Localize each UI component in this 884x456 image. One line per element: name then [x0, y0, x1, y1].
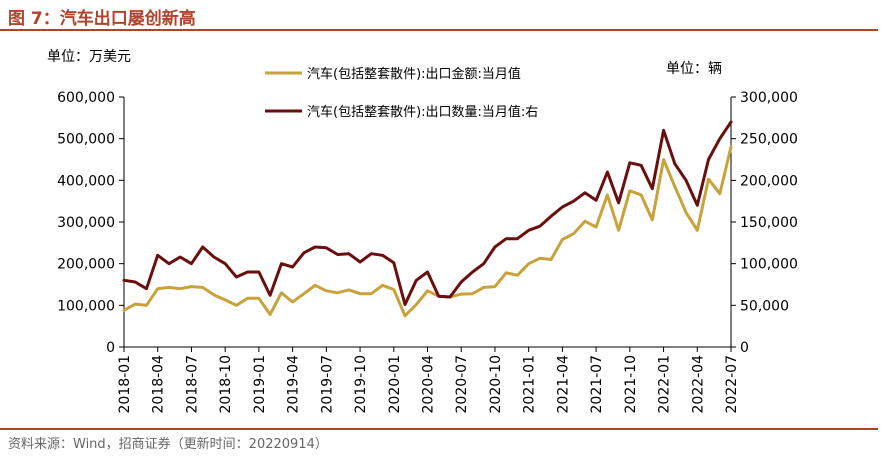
left-axis-tick-label: 500,000 [57, 132, 115, 148]
x-axis-tick-label: 2021-10 [623, 355, 639, 414]
series-line-export-volume [122, 120, 733, 306]
x-axis-tick-label: 2022-07 [724, 355, 740, 414]
x-axis: 2018-01 2018-04 2018-07 2018-10 2019-01 2019-… [117, 346, 740, 414]
left-axis-tick-label: 100,000 [57, 298, 115, 314]
x-axis-tick-label: 2021-04 [555, 355, 571, 414]
source-note: 资料来源：Wind，招商证券（更新时间：20220914） [8, 437, 328, 452]
x-axis-tick-label: 2020-01 [387, 355, 403, 414]
left-axis-tick-label: 200,000 [57, 257, 115, 273]
left-axis: 0 100,000 200,000 300,000 400,000 500,000 600,… [57, 90, 125, 356]
x-axis-tick-label: 2021-01 [522, 355, 538, 414]
x-axis-tick-label: 2022-04 [690, 355, 706, 414]
x-axis-tick-label: 2018-07 [184, 355, 200, 414]
title-rule [0, 29, 878, 31]
legend-label-export-value: 汽车(包括整套散件):出口金额:当月值 [307, 66, 521, 82]
x-axis-tick-label: 2019-07 [319, 355, 335, 414]
left-axis-tick-label: 600,000 [57, 90, 115, 106]
x-axis-tick-label: 2018-04 [151, 355, 167, 414]
series-group [122, 120, 733, 318]
figure-title: 图 7：汽车出口屡创新高 [8, 9, 196, 29]
x-axis-tick-label: 2018-10 [218, 355, 234, 414]
x-axis-tick-label: 2018-01 [117, 355, 133, 414]
left-axis-tick-label: 300,000 [57, 215, 115, 231]
source-rule [0, 428, 878, 430]
x-axis-tick-label: 2020-07 [454, 355, 470, 414]
x-axis-tick-label: 2020-10 [488, 355, 504, 414]
line-chart: 单位：万美元 单位：辆 0 100,000 200,000 300,000 400,00… [47, 49, 798, 414]
x-axis-tick-label: 2019-10 [353, 355, 369, 414]
legend: 汽车(包括整套散件):出口金额:当月值 汽车(包括整套散件):出口数量:当月值:… [265, 66, 538, 120]
x-axis-tick-label: 2020-04 [421, 355, 437, 414]
legend-label-export-volume: 汽车(包括整套散件):出口数量:当月值:右 [307, 104, 538, 120]
left-axis-tick-label: 400,000 [57, 173, 115, 189]
right-axis-tick-label: 300,000 [740, 90, 798, 106]
x-axis-tick-label: 2022-01 [657, 355, 673, 414]
right-axis: 0 50,000 100,000 150,000 200,000 250,000 300,0… [730, 90, 798, 356]
right-axis-tick-label: 200,000 [740, 173, 798, 189]
x-axis-tick-label: 2019-04 [286, 355, 302, 414]
right-axis-tick-label: 250,000 [740, 132, 798, 148]
left-axis-tick-label: 0 [106, 340, 115, 356]
right-axis-tick-label: 50,000 [740, 298, 789, 314]
x-axis-tick-label: 2019-01 [252, 355, 268, 414]
right-axis-tick-label: 150,000 [740, 215, 798, 231]
right-axis-tick-label: 0 [740, 340, 749, 356]
right-axis-tick-label: 100,000 [740, 257, 798, 273]
series-line-export-value [122, 145, 733, 318]
right-unit-label: 单位：辆 [666, 61, 722, 77]
x-axis-tick-label: 2021-07 [589, 355, 605, 414]
left-unit-label: 单位：万美元 [47, 49, 131, 65]
